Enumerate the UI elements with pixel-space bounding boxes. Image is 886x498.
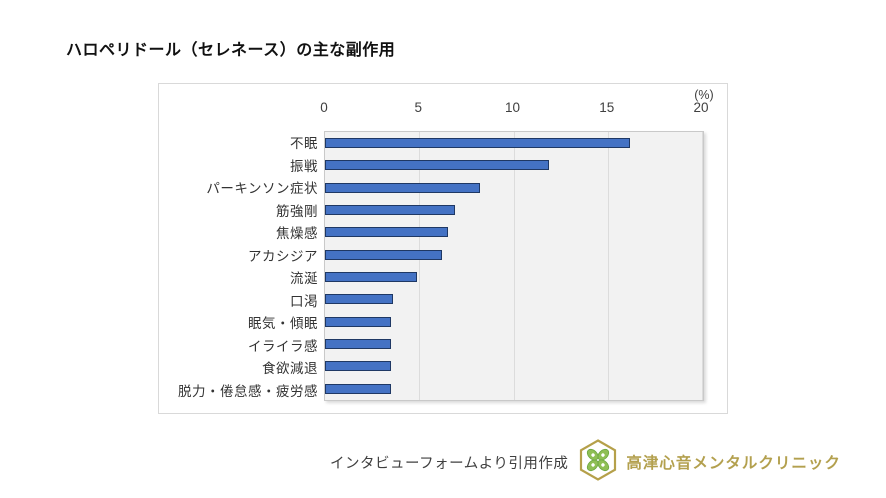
bar-row xyxy=(325,221,703,243)
category-label: 流涎 xyxy=(290,271,318,287)
clinic-name: 高津心音メンタルクリニック xyxy=(626,455,841,472)
bar-row xyxy=(325,199,703,221)
bar xyxy=(325,316,391,327)
bar-row xyxy=(325,132,703,154)
gridline xyxy=(513,132,515,400)
bar-row xyxy=(325,311,703,333)
bar xyxy=(325,205,456,216)
x-tick-label: 15 xyxy=(599,100,615,115)
bar-row xyxy=(325,244,703,266)
category-label: 振戦 xyxy=(290,158,318,174)
gridline xyxy=(702,132,703,400)
source-attribution: インタビューフォームより引用作成 xyxy=(330,455,569,472)
category-label: 筋強剛 xyxy=(276,203,318,219)
category-label: アカシジア xyxy=(248,248,318,264)
bar xyxy=(325,339,391,350)
bar xyxy=(325,361,391,372)
x-tick-label: 0 xyxy=(320,100,328,115)
bar-row xyxy=(325,266,703,288)
plot-area xyxy=(324,131,704,401)
bar-row xyxy=(325,355,703,377)
bar-row xyxy=(325,288,703,310)
page-title: ハロペリドール（セレネース）の主な副作用 xyxy=(66,42,396,59)
y-axis-labels: 不眠振戦パーキンソン症状筋強剛焦燥感アカシジア流涎口渇眠気・傾眠イライラ感食欲減… xyxy=(159,131,318,401)
clover-hexagon-icon xyxy=(578,438,618,487)
x-axis: 0 5 10 15 20 xyxy=(159,100,727,118)
category-label: 不眠 xyxy=(290,136,318,152)
category-label: 食欲減退 xyxy=(262,361,318,377)
bar xyxy=(325,383,391,394)
gridline xyxy=(607,132,609,400)
x-tick-label: 5 xyxy=(414,100,422,115)
bar-row xyxy=(325,333,703,355)
bar xyxy=(325,160,550,171)
bar xyxy=(325,272,418,283)
category-label: 脱力・倦怠感・疲労感 xyxy=(178,383,318,399)
bar xyxy=(325,227,448,238)
bar-row xyxy=(325,378,703,400)
bar-row xyxy=(325,154,703,176)
bar xyxy=(325,182,480,193)
axis-unit-label: (%) xyxy=(694,88,714,102)
bar xyxy=(325,249,442,260)
gridline xyxy=(419,132,421,400)
bar xyxy=(325,138,631,149)
footer: インタビューフォームより引用作成 高津心音メンタルクリニック xyxy=(330,438,841,486)
category-label: 眠気・傾眠 xyxy=(248,316,318,332)
x-tick-label: 10 xyxy=(504,100,521,115)
chart-container: (%) 0 5 10 15 20 不眠振戦パーキンソン症状筋強剛焦燥感アカシジア流涎口渇… xyxy=(158,83,728,414)
category-label: イライラ感 xyxy=(248,338,318,354)
category-label: 口渇 xyxy=(290,293,318,309)
category-label: 焦燥感 xyxy=(276,226,318,242)
category-label: パーキンソン症状 xyxy=(206,181,318,197)
x-tick-label: 20 xyxy=(693,100,709,115)
bar xyxy=(325,294,393,305)
bar-rows xyxy=(325,132,703,400)
bar-row xyxy=(325,177,703,199)
